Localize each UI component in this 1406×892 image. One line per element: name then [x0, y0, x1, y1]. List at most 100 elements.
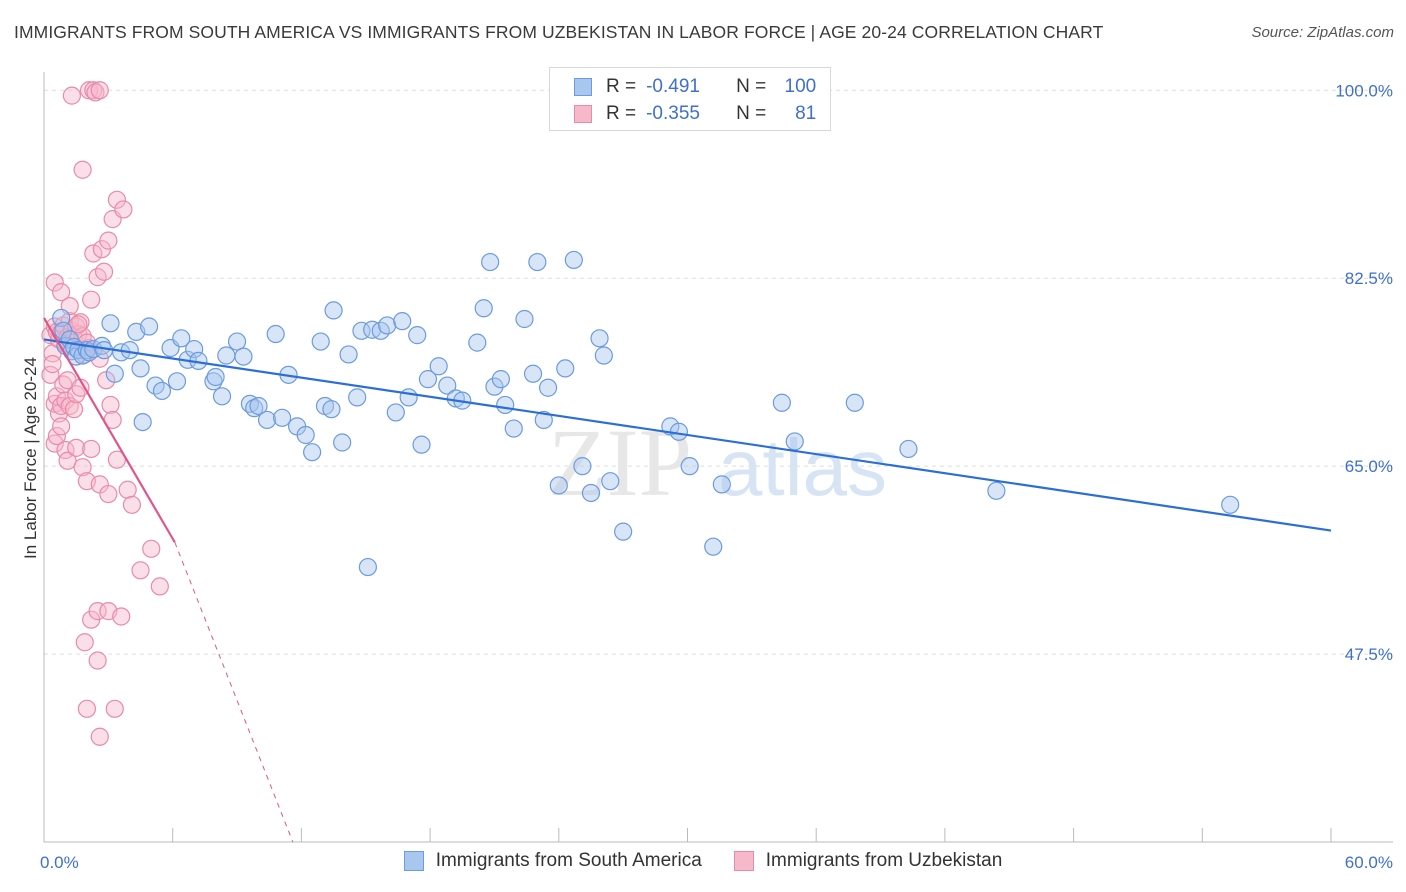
- south-america-point: [185, 339, 204, 359]
- legend-n-value: 100: [784, 76, 817, 97]
- south-america-point: [481, 252, 500, 272]
- series-label: Immigrants from Uzbekistan: [765, 850, 1003, 871]
- south-america-point: [120, 341, 139, 360]
- south-america-point: [474, 299, 493, 318]
- south-america-point: [358, 557, 377, 577]
- south-america-point: [133, 412, 152, 432]
- legend-n-value: 81: [795, 103, 817, 124]
- south-america-point: [140, 317, 159, 336]
- south-america-point: [429, 357, 448, 376]
- y-tick-label: 82.5%: [1345, 269, 1393, 288]
- south-america-points: [52, 250, 1240, 577]
- uzbekistan-point: [90, 727, 109, 746]
- uzbekistan-point: [99, 484, 118, 504]
- uzbekistan-point: [107, 190, 127, 209]
- south-america-point: [1221, 495, 1240, 514]
- south-america-point: [704, 537, 723, 556]
- south-america-point: [296, 425, 315, 445]
- south-america-point: [515, 309, 534, 329]
- series-legend-south-america: Immigrants from South America: [403, 850, 702, 872]
- x-tick-label: 0.0%: [40, 853, 79, 872]
- south-america-point: [438, 376, 457, 395]
- uzbekistan-point: [99, 231, 118, 250]
- south-america-point: [386, 403, 405, 422]
- south-america-point: [556, 359, 575, 378]
- correlation-legend: R = -0.491 N = 100 R = -0.355 N = 81: [549, 67, 831, 131]
- uzbekistan-point: [101, 395, 120, 415]
- watermark-atlas: atlas: [718, 423, 887, 512]
- south-america-point: [594, 346, 613, 365]
- series-swatch-blue: [403, 851, 424, 871]
- south-america-point: [528, 252, 547, 272]
- south-america-point: [167, 372, 187, 391]
- south-america-point: [131, 359, 150, 378]
- uzbekistan-point: [52, 283, 71, 302]
- south-america-point: [496, 395, 515, 415]
- legend-swatch-pink: [574, 105, 592, 123]
- south-america-point: [485, 377, 504, 396]
- south-america-point: [680, 457, 699, 476]
- south-america-point: [324, 301, 343, 320]
- series-swatch-pink: [733, 851, 754, 871]
- legend-r-value: -0.355: [646, 103, 700, 124]
- south-america-point: [206, 367, 225, 387]
- uzbekistan-point: [82, 439, 101, 459]
- south-america-point: [987, 481, 1006, 500]
- south-america-point: [257, 410, 277, 430]
- south-america-point: [101, 314, 120, 333]
- legend-r-label: R =: [606, 76, 637, 97]
- gridlines: [44, 89, 1391, 655]
- uzbekistan-point: [90, 81, 109, 100]
- trendlines: [43, 317, 1332, 843]
- south-america-point: [249, 396, 268, 416]
- south-america-point: [322, 400, 341, 419]
- uzbekistan-trendline: [43, 317, 176, 543]
- south-america-point: [614, 522, 633, 541]
- south-america-point: [217, 346, 236, 365]
- south-america-point: [601, 472, 620, 491]
- uzbekistan-point: [45, 273, 64, 292]
- south-america-point: [590, 329, 609, 348]
- series-legend: Immigrants from South America Immigrants…: [0, 850, 1406, 872]
- axes: [43, 72, 1393, 843]
- south-america-point: [661, 417, 680, 436]
- south-america-point: [408, 326, 427, 345]
- uzbekistan-point: [69, 315, 88, 334]
- uzbekistan-point: [62, 86, 81, 105]
- south-america-point: [348, 388, 367, 407]
- south-america-point: [573, 457, 592, 476]
- y-tick-label: 65.0%: [1345, 457, 1393, 476]
- legend-n-label: N =: [736, 76, 767, 97]
- uzbekistan-point: [131, 561, 150, 580]
- uzbekistan-point: [82, 290, 101, 309]
- south-america-point: [468, 333, 487, 352]
- south-america-point: [378, 316, 397, 335]
- uzbekistan-point: [64, 400, 84, 419]
- y-axis-title: In Labor Force | Age 20-24: [21, 357, 40, 559]
- uzbekistan-point: [67, 438, 86, 457]
- south-america-point: [105, 364, 124, 383]
- south-america-point: [272, 408, 292, 427]
- legend-n-label: N =: [736, 103, 767, 124]
- south-america-point: [172, 329, 191, 348]
- uzbekistan-point: [142, 539, 161, 558]
- south-america-point: [899, 439, 918, 459]
- uzbekistan-point: [122, 495, 142, 514]
- uzbekistan-point: [105, 699, 124, 718]
- uzbekistan-point: [52, 417, 71, 436]
- uzbekistan-point: [75, 633, 94, 652]
- legend-row-uzbekistan: R = -0.355 N = 81: [574, 102, 816, 126]
- x-tick-labels: 0.0% 60.0%: [40, 853, 1393, 872]
- chart-title: IMMIGRANTS FROM SOUTH AMERICA VS IMMIGRA…: [14, 22, 1104, 42]
- uzbekistan-point: [77, 699, 97, 718]
- uzbekistan-point: [88, 651, 107, 670]
- south-america-point: [538, 378, 558, 397]
- south-america-point: [549, 476, 568, 495]
- legend-r-value: -0.491: [646, 76, 700, 97]
- source-credit: Source: ZipAtlas.com: [1251, 24, 1394, 41]
- south-america-point: [152, 381, 172, 401]
- south-america-point: [339, 345, 358, 364]
- legend-row-south-america: R = -0.491 N = 100: [574, 75, 816, 99]
- series-label: Immigrants from South America: [435, 850, 702, 871]
